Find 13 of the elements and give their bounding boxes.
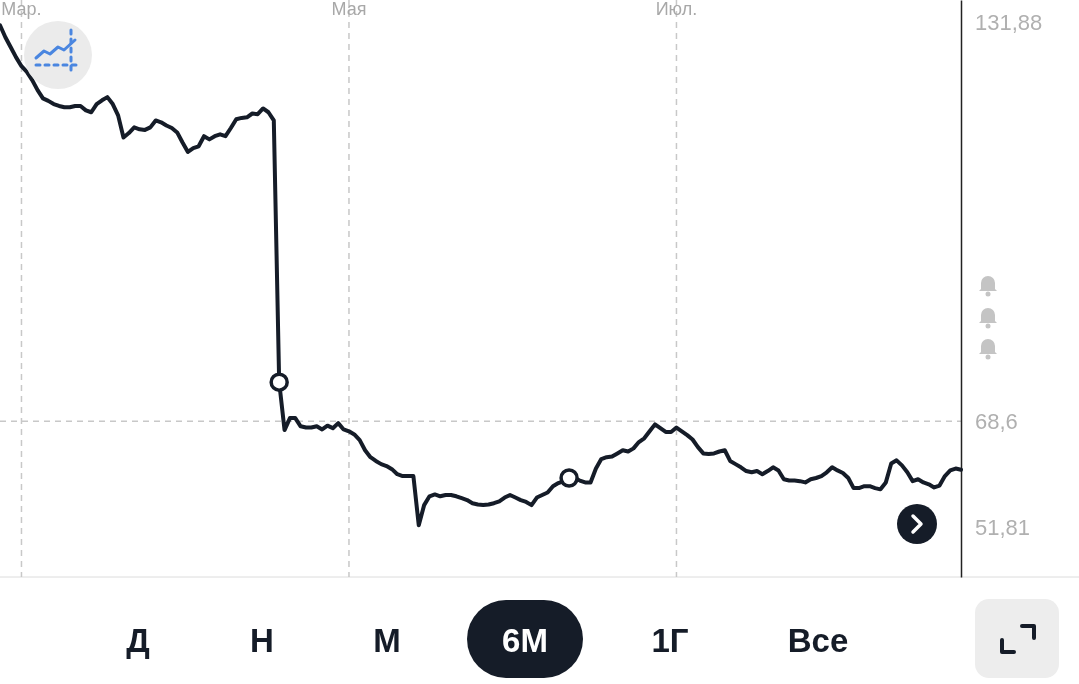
text: Д xyxy=(126,622,150,659)
x-tick-label: Мая xyxy=(331,0,367,19)
y-tick-label: 131,88 xyxy=(975,9,1043,35)
text: Н xyxy=(250,622,274,659)
line-series xyxy=(0,23,963,528)
text: 1Г xyxy=(651,622,689,659)
y-tick-label: 51,81 xyxy=(975,514,1031,540)
x-tick-label: Мар. xyxy=(1,0,42,19)
text: Все xyxy=(787,622,849,659)
text: М xyxy=(373,622,401,659)
y-tick-label: 68,6 xyxy=(975,408,1018,434)
text: 6М xyxy=(502,622,548,659)
x-tick-label: Июл. xyxy=(655,0,698,19)
